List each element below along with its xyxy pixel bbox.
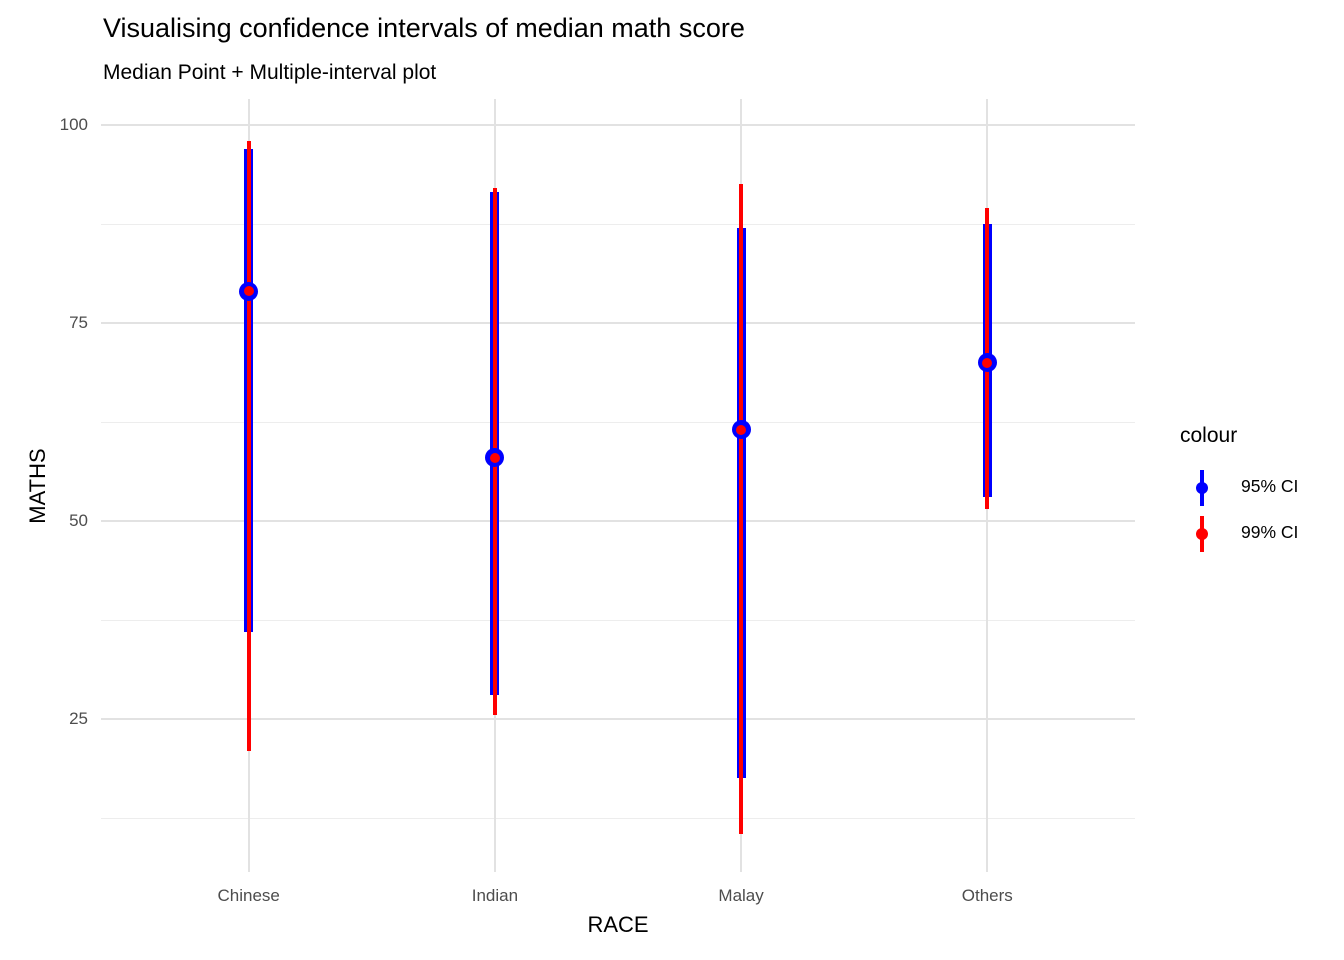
legend-label: 95% CI bbox=[1241, 476, 1299, 496]
grid-major-y bbox=[101, 718, 1135, 720]
y-tick-label: 75 bbox=[69, 313, 88, 332]
median-point-99 bbox=[982, 357, 993, 368]
y-tick-label: 50 bbox=[69, 511, 88, 530]
median-point-99 bbox=[243, 286, 254, 297]
grid-major-y bbox=[101, 322, 1135, 324]
y-axis-title: MATHS bbox=[25, 448, 50, 524]
y-tick-label: 25 bbox=[69, 709, 88, 728]
legend-label: 99% CI bbox=[1241, 522, 1299, 542]
grid-minor-y bbox=[101, 223, 1135, 225]
ci99-interval-line bbox=[246, 140, 251, 751]
chart-title: Visualising confidence intervals of medi… bbox=[103, 13, 745, 43]
grid-major-y bbox=[101, 520, 1135, 522]
median-point-glyph bbox=[1196, 482, 1208, 494]
legend-title: colour bbox=[1180, 424, 1238, 447]
grid-major-y bbox=[101, 124, 1135, 126]
x-tick-label: Others bbox=[961, 886, 1013, 905]
x-tick-label: Indian bbox=[471, 886, 519, 905]
pointrange-key-icon bbox=[1192, 468, 1212, 508]
ci99-interval-line bbox=[739, 184, 744, 834]
x-tick-label: Chinese bbox=[217, 886, 280, 905]
grid-minor-y bbox=[101, 817, 1135, 819]
median-point-glyph bbox=[1196, 528, 1208, 540]
grid-minor-y bbox=[101, 421, 1135, 423]
pointrange-key-icon bbox=[1192, 514, 1212, 554]
x-tick-label: Malay bbox=[718, 886, 764, 905]
grid-minor-y bbox=[101, 619, 1135, 621]
median-point-99 bbox=[489, 452, 500, 463]
chart-subtitle: Median Point + Multiple-interval plot bbox=[103, 61, 437, 84]
y-tick-label: 100 bbox=[59, 115, 88, 134]
x-axis-title: RACE bbox=[587, 912, 649, 937]
median-point-99 bbox=[736, 424, 747, 435]
